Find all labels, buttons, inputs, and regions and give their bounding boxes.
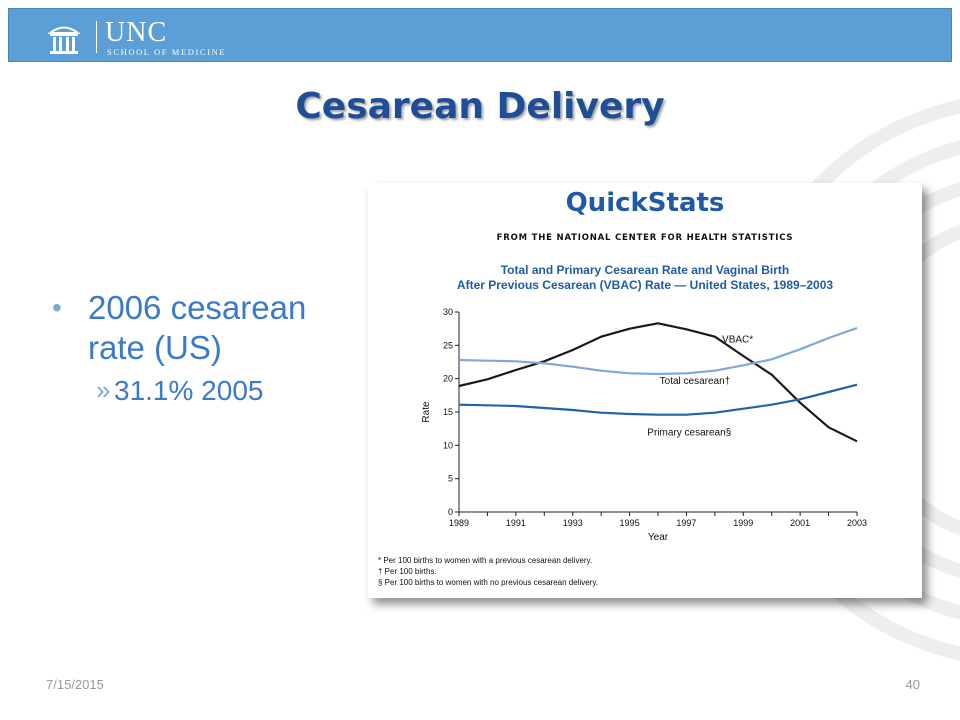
y-tick-label: 0 [448,507,453,517]
header-bar: UNC SCHOOL OF MEDICINE [8,8,952,62]
y-tick-label: 10 [443,440,453,450]
footer-date: 7/15/2015 [46,677,104,692]
chart-title-line2: After Previous Cesarean (VBAC) Rate — Un… [456,278,834,292]
page-number: 40 [905,677,920,692]
quickstats-figure: QuickStats FROM THE NATIONAL CENTER FOR … [368,183,922,598]
chart-title-line1: Total and Primary Cesarean Rate and Vagi… [500,263,790,277]
series-label-total-cesarean: Total cesarean† [660,376,731,387]
x-tick-label: 1999 [733,518,753,528]
footnote-primary: § Per 100 births to women with no previo… [378,578,598,587]
logo-subtitle: SCHOOL OF MEDICINE [107,47,227,57]
y-tick-label: 5 [448,474,453,484]
bullet-list: • 2006 cesarean rate (US) » 31.1% 2005 [52,288,352,408]
old-well-logo-icon [47,26,81,54]
x-tick-label: 1991 [506,518,526,528]
series-label-primary-cesarean: Primary cesarean§ [647,427,731,438]
x-tick-label: 2001 [790,518,810,528]
slide-title: Cesarean Delivery [295,86,665,127]
footnote-total: † Per 100 births. [378,567,437,576]
x-tick-label: 1989 [449,518,469,528]
x-axis-title: Year [648,532,669,543]
footnote-vbac: * Per 100 births to women with a previou… [378,556,593,565]
bullet-dot-icon: • [52,292,62,323]
logo-name: UNC [105,17,168,48]
series-line-primary-cesarean [458,383,858,416]
series-label-vbac: VBAC* [722,335,753,346]
sub-bullet-text: 31.1% 2005 [114,375,264,406]
x-tick-label: 2003 [847,518,867,528]
chart-footnotes: * Per 100 births to women with a previou… [378,555,598,588]
x-tick-label: 1993 [563,518,583,528]
chevron-bullet-icon: » [96,375,111,405]
y-tick-label: 25 [443,340,453,350]
logo-divider [96,21,97,53]
x-tick-label: 1995 [620,518,640,528]
chart-title: Total and Primary Cesarean Rate and Vagi… [368,263,922,293]
x-tick-label: 1997 [676,518,696,528]
series-line-vbac [458,322,858,443]
sub-bullet-item: » 31.1% 2005 [52,374,352,408]
quickstats-title: QuickStats [565,188,725,218]
y-tick-label: 15 [443,407,453,417]
bullet-item: • 2006 cesarean rate (US) [52,288,352,368]
bullet-text: 2006 cesarean rate (US) [88,289,307,366]
y-axis-title: Rate [421,401,432,423]
line-chart: 0 5 10 15 20 25 30 1989 1991 1993 1995 1997 1999 2001… [421,307,867,543]
quickstats-source: FROM THE NATIONAL CENTER FOR HEALTH STAT… [496,233,794,243]
y-tick-label: 30 [443,307,453,317]
y-tick-label: 20 [443,374,453,384]
series-line-total-cesarean [458,326,858,376]
